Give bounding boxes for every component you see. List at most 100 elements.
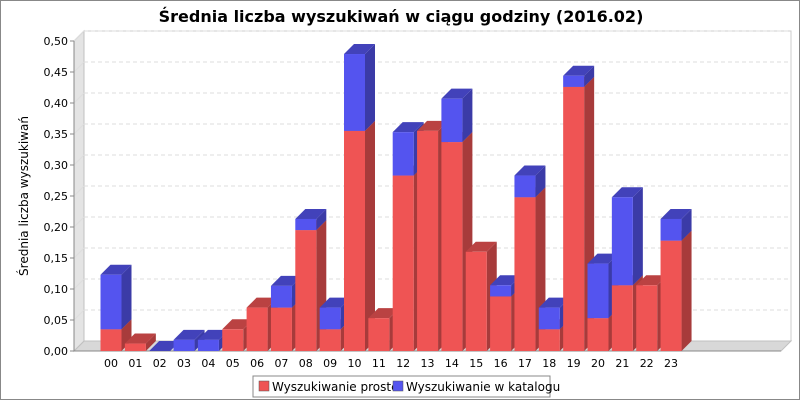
y-tick-label: 0,05 <box>44 314 69 327</box>
y-tick-label: 0,10 <box>44 283 69 296</box>
bar-top <box>319 297 351 308</box>
bar-top <box>246 297 278 308</box>
bar-katalog-17 <box>514 165 546 198</box>
x-tick-label: 19 <box>567 357 581 370</box>
bar-front <box>295 230 317 351</box>
y-gridline-side <box>73 92 85 104</box>
bar-front <box>563 86 585 351</box>
bar-proste-01 <box>124 333 156 351</box>
bar-katalog-00 <box>100 264 132 330</box>
x-tick-label: 05 <box>226 357 240 370</box>
legend-swatch <box>392 380 404 392</box>
x-tick-label: 13 <box>421 357 435 370</box>
bar-katalog-14 <box>441 88 473 143</box>
bar-front <box>319 329 341 351</box>
bar-front <box>660 240 682 351</box>
y-tick-label: 0,30 <box>44 159 69 172</box>
y-gridline-side <box>73 309 85 321</box>
bar-side <box>316 208 327 231</box>
y-gridline-side <box>73 61 85 73</box>
bar-front <box>392 175 414 351</box>
chart-title: Średnia liczba wyszukiwań w ciągu godzin… <box>159 7 644 26</box>
bar-front <box>490 285 512 297</box>
bar-katalog-08 <box>295 208 327 231</box>
y-gridline-side <box>73 123 85 135</box>
bar-empty-02 <box>149 341 181 351</box>
bar-top <box>344 44 375 55</box>
bar-front <box>636 285 658 351</box>
y-tick-label: 0,25 <box>44 190 69 203</box>
bar-front <box>246 307 268 351</box>
bar-front <box>100 274 122 330</box>
bar-katalog-19 <box>563 65 595 87</box>
x-tick-label: 20 <box>591 357 605 370</box>
x-tick-label: 03 <box>177 357 191 370</box>
bar-top <box>587 253 619 264</box>
y-tick-label: 0,40 <box>44 97 69 110</box>
x-tick-label: 08 <box>299 357 313 370</box>
y-tick-label: 0,50 <box>44 35 69 48</box>
bar-front <box>270 285 292 308</box>
bar-top <box>368 308 400 319</box>
bar-side <box>365 120 375 352</box>
x-tick-label: 21 <box>615 357 629 370</box>
bar-side <box>535 165 546 198</box>
bar-front <box>611 285 633 351</box>
bar-front <box>538 329 560 351</box>
bar-top <box>197 329 229 340</box>
y-tick-label: 0,35 <box>44 128 69 141</box>
bar-top <box>222 319 254 330</box>
x-tick-label: 16 <box>494 357 508 370</box>
legend-swatch <box>258 380 270 392</box>
y-axis-label: Średnia liczba wyszukiwań <box>16 116 31 276</box>
y-tick-label: 0,15 <box>44 252 69 265</box>
bar-front <box>173 339 195 351</box>
bar-front <box>514 197 536 351</box>
bar-side <box>681 208 692 241</box>
bar-front <box>441 142 463 351</box>
bar-front <box>660 218 682 241</box>
bar-katalog-10 <box>344 44 375 131</box>
bar-front <box>490 296 512 351</box>
bar-top <box>611 187 643 198</box>
x-tick-label: 23 <box>664 357 678 370</box>
x-tick-label: 09 <box>323 357 337 370</box>
bar-front <box>368 318 390 351</box>
bar-front <box>611 197 633 286</box>
bar-front <box>563 75 585 87</box>
y-tick-label: 0,20 <box>44 221 69 234</box>
bar-side <box>462 88 473 143</box>
bar-top <box>417 120 449 131</box>
bar-front <box>197 339 219 351</box>
bar-side <box>365 44 375 131</box>
bar-side <box>121 264 132 330</box>
y-tick-label: 0,00 <box>44 345 69 358</box>
bar-front <box>441 98 463 143</box>
bar-front <box>392 132 414 176</box>
bar-top <box>514 165 546 176</box>
bar-front <box>295 218 317 231</box>
y-gridline-side <box>73 216 85 228</box>
bar-front <box>587 263 609 319</box>
plot-area: 0,00 0,05 0,10 0,15 0,20 0,25 0,30 0,35 0,40 0,45… <box>44 29 793 370</box>
bar-top <box>636 275 668 286</box>
bar-top <box>490 275 522 286</box>
bar-front <box>100 329 122 351</box>
x-tick-label: 04 <box>201 357 215 370</box>
bar-katalog-12 <box>392 122 424 176</box>
bar-proste-23 <box>660 230 692 351</box>
x-tick-label: 14 <box>445 357 459 370</box>
bar-top <box>465 241 497 252</box>
bar-side <box>632 187 643 286</box>
x-tick-label: 11 <box>372 357 386 370</box>
bar-top <box>660 208 692 219</box>
x-tick-label: 15 <box>469 357 483 370</box>
bar-front <box>587 318 609 351</box>
x-tick-label: 12 <box>396 357 410 370</box>
x-tick-label: 01 <box>128 357 142 370</box>
bar-top <box>392 122 424 133</box>
bar-front <box>222 329 244 351</box>
bar-front <box>344 130 365 351</box>
